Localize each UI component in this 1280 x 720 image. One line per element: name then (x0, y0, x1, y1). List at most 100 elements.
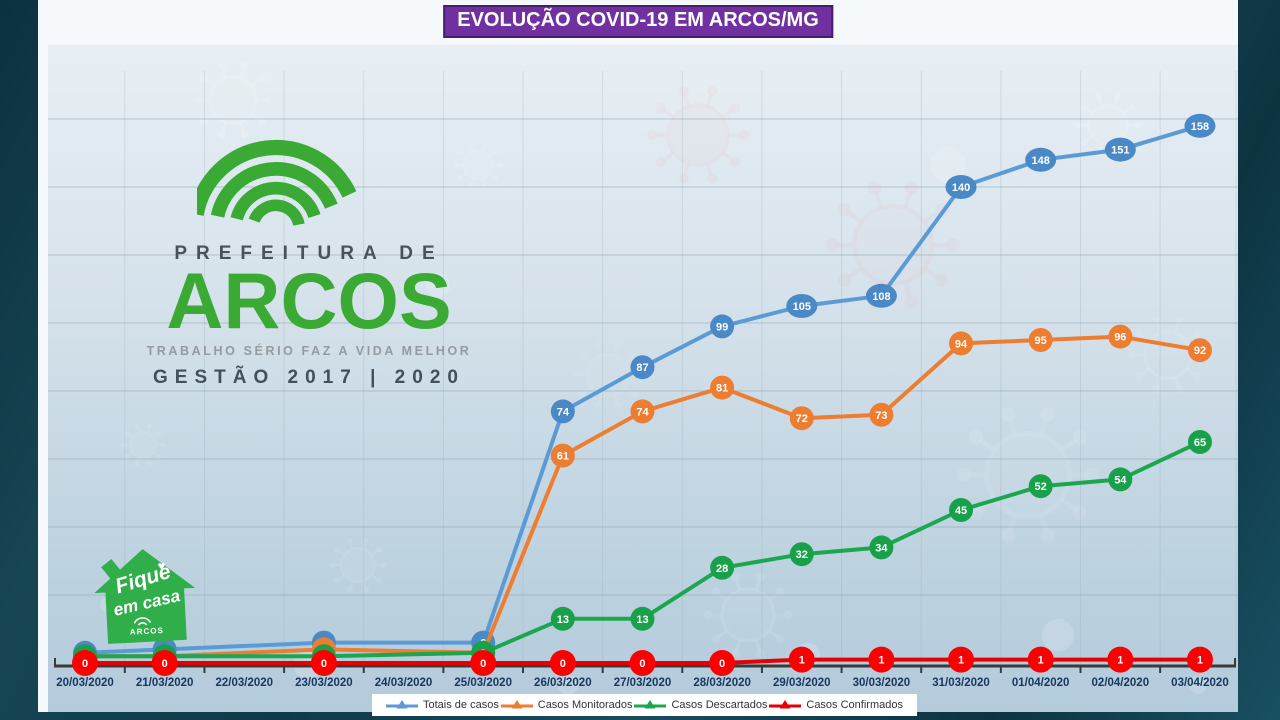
data-point-label: 1 (799, 655, 805, 667)
gridlines (48, 71, 1238, 663)
data-point-label: 96 (1114, 332, 1126, 344)
data-point-label: 13 (557, 614, 569, 626)
data-point (629, 650, 656, 676)
data-point (788, 646, 815, 673)
data-point (1187, 338, 1212, 363)
data-point-label: 34 (875, 542, 888, 554)
x-axis-label: 20/03/2020 (56, 677, 114, 689)
legend-marker-icon (386, 700, 418, 709)
data-point (550, 399, 575, 424)
data-point-label: 65 (1194, 437, 1206, 449)
data-point (869, 402, 894, 427)
data-point-label: 151 (1111, 145, 1129, 157)
data-point-label: 0 (639, 658, 645, 670)
logo-gestao: GESTÃO 2017 | 2020 (153, 366, 465, 388)
data-point (1184, 113, 1216, 138)
data-point (945, 175, 977, 199)
data-point-label: 52 (1035, 481, 1047, 493)
data-point-label: 72 (796, 413, 808, 425)
data-point (550, 443, 575, 468)
data-point-label: 87 (636, 362, 648, 374)
series-casos-confirmados: 0 0 0 0 0 0 0 1 1 1 1 1 1 (72, 646, 1213, 676)
data-point-label: 45 (955, 505, 967, 517)
data-point (948, 646, 975, 673)
x-axis-label: 23/03/2020 (295, 677, 353, 689)
data-point (869, 535, 894, 560)
data-point (470, 650, 497, 676)
data-point (868, 646, 895, 673)
legend-label: Totais de casos (423, 699, 499, 711)
data-point-label: 1 (1117, 655, 1123, 667)
data-point (310, 650, 337, 676)
data-point-label: 54 (1114, 474, 1127, 486)
data-point (1187, 430, 1212, 454)
x-axis-label: 24/03/2020 (375, 677, 433, 689)
arcos-arcs-icon (197, 139, 357, 227)
heart-icon: ♥ (157, 558, 166, 573)
data-point (72, 650, 98, 676)
data-point (1027, 646, 1054, 673)
legend-item-casos-descartados: Casos Descartados (634, 699, 767, 711)
x-axis-label: 01/04/2020 (1012, 677, 1070, 689)
data-point-label: 105 (793, 301, 811, 313)
data-point (709, 650, 736, 676)
data-point (949, 498, 974, 522)
data-point (550, 606, 575, 631)
x-axis-label: 29/03/2020 (773, 677, 831, 689)
x-axis-label: 30/03/2020 (853, 677, 911, 689)
data-point-label: 32 (796, 549, 808, 561)
legend-label: Casos Monitorados (537, 699, 633, 711)
data-point-label: 0 (321, 658, 327, 670)
data-point-label: 1 (1038, 655, 1044, 667)
data-point (1107, 646, 1134, 673)
data-point (1025, 147, 1057, 172)
x-axis-label: 21/03/2020 (136, 677, 194, 689)
x-axis-label: 28/03/2020 (693, 677, 751, 689)
logo-arcos: ARCOS (166, 256, 452, 345)
logo-prefeitura-de: PREFEITURA DE (174, 243, 444, 264)
data-point-label: 74 (636, 406, 649, 418)
content-panel: EVOLUÇÃO COVID-19 EM ARCOS/MG 20/03/2020… (38, 0, 1238, 716)
logo-slogan: TRABALHO SÉRIO FAZ A VIDA MELHOR (146, 343, 472, 358)
data-point-label: 92 (1194, 345, 1206, 357)
data-point-label: 95 (1035, 335, 1047, 347)
x-axis-label: 25/03/2020 (454, 677, 512, 689)
data-point (710, 555, 735, 580)
data-point-label: 81 (716, 383, 728, 395)
data-point (630, 355, 655, 380)
data-point-label: 61 (557, 451, 569, 463)
prefeitura-de-arcos-logo: PREFEITURA DE ARCOS TRABALHO SÉRIO FAZ A… (135, 117, 483, 389)
legend-marker-icon (500, 700, 533, 709)
x-axis-label: 31/03/2020 (932, 677, 990, 689)
legend-label: Casos Confirmados (806, 699, 903, 711)
badge-mini-arcs-icon (133, 617, 152, 626)
data-point (710, 375, 735, 400)
data-point (1028, 328, 1053, 352)
data-point-label: 1 (958, 655, 964, 667)
fique-em-casa-badge: ♥ Fique em casa ARCOS (94, 549, 196, 644)
page-title: EVOLUÇÃO COVID-19 EM ARCOS/MG (443, 5, 833, 38)
data-point-label: 1 (1197, 655, 1203, 667)
legend-item-casos-monitorados: Casos Monitorados (500, 699, 633, 711)
x-axis-label: 27/03/2020 (614, 677, 672, 689)
data-point-label: 99 (716, 321, 728, 333)
x-axis-label: 22/03/2020 (215, 677, 273, 689)
data-point-label: 0 (82, 658, 88, 670)
badge-text-arcos: ARCOS (130, 626, 165, 637)
data-point-label: 0 (719, 658, 725, 670)
data-point-label: 148 (1032, 155, 1050, 167)
data-point (151, 650, 178, 676)
x-axis-label: 02/04/2020 (1092, 677, 1150, 689)
covid-evolution-line-chart: 20/03/2020 21/03/2020 22/03/2020 23/03/2020… (48, 60, 1238, 695)
legend-marker-icon (769, 700, 802, 709)
data-point-label: 0 (480, 658, 486, 670)
data-point-label: 108 (872, 291, 890, 303)
data-point (1028, 474, 1053, 499)
data-point (786, 294, 818, 318)
data-point (1104, 137, 1136, 162)
legend-item-casos-confirmados: Casos Confirmados (769, 699, 903, 711)
chart-area: 20/03/2020 21/03/2020 22/03/2020 23/03/2020… (48, 45, 1238, 716)
legend-label: Casos Descartados (671, 699, 768, 711)
data-point (1108, 324, 1133, 349)
